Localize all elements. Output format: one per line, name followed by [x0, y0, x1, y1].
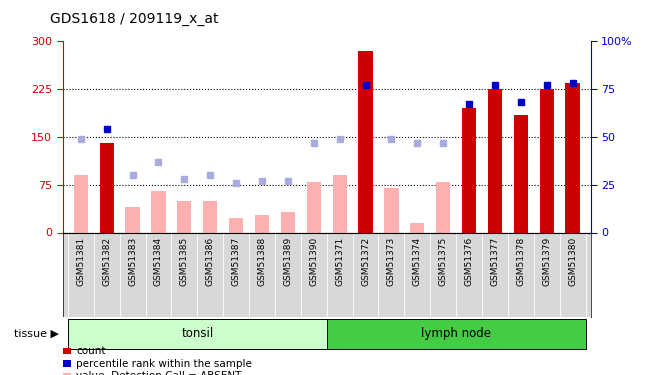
Bar	[333, 175, 346, 232]
Text: GSM51387: GSM51387	[232, 237, 241, 286]
Text: tissue ▶: tissue ▶	[15, 329, 59, 339]
Text: GSM51390: GSM51390	[310, 237, 318, 286]
Bar	[178, 201, 191, 232]
Text: tonsil: tonsil	[181, 327, 213, 340]
Bar	[358, 51, 373, 232]
Bar	[229, 219, 244, 232]
Bar	[462, 108, 476, 232]
Text: percentile rank within the sample: percentile rank within the sample	[76, 359, 251, 369]
Text: GSM51373: GSM51373	[387, 237, 396, 286]
Bar	[100, 143, 114, 232]
Text: GSM51372: GSM51372	[361, 237, 370, 286]
Text: GSM51381: GSM51381	[77, 237, 85, 286]
Text: GSM51388: GSM51388	[257, 237, 267, 286]
Text: GSM51371: GSM51371	[335, 237, 344, 286]
Bar	[566, 83, 579, 232]
Text: GSM51379: GSM51379	[543, 237, 551, 286]
Bar	[68, 319, 327, 349]
Bar	[513, 115, 528, 232]
Text: GSM51377: GSM51377	[490, 237, 500, 286]
Text: GSM51389: GSM51389	[283, 237, 292, 286]
Text: GSM51378: GSM51378	[516, 237, 525, 286]
Text: GSM51376: GSM51376	[465, 237, 474, 286]
Text: GSM51380: GSM51380	[568, 237, 577, 286]
Bar	[203, 201, 217, 232]
Text: GDS1618 / 209119_x_at: GDS1618 / 209119_x_at	[50, 12, 218, 26]
Bar	[488, 89, 502, 232]
Bar	[327, 319, 585, 349]
Text: lymph node: lymph node	[421, 327, 491, 340]
Bar	[125, 207, 140, 232]
Bar	[540, 89, 554, 232]
Bar	[151, 191, 166, 232]
Text: GSM51382: GSM51382	[102, 237, 111, 286]
Bar	[280, 212, 295, 232]
Text: GSM51375: GSM51375	[439, 237, 447, 286]
Bar	[410, 223, 424, 232]
Text: count: count	[76, 346, 106, 356]
Text: GSM51386: GSM51386	[206, 237, 214, 286]
Bar	[307, 182, 321, 232]
Text: GSM51383: GSM51383	[128, 237, 137, 286]
Text: GSM51384: GSM51384	[154, 237, 163, 286]
Text: GSM51385: GSM51385	[180, 237, 189, 286]
Text: value, Detection Call = ABSENT: value, Detection Call = ABSENT	[76, 372, 242, 375]
Bar	[74, 175, 88, 232]
Bar	[255, 214, 269, 232]
Bar	[384, 188, 399, 232]
Text: GSM51374: GSM51374	[412, 237, 422, 286]
Bar	[436, 182, 450, 232]
